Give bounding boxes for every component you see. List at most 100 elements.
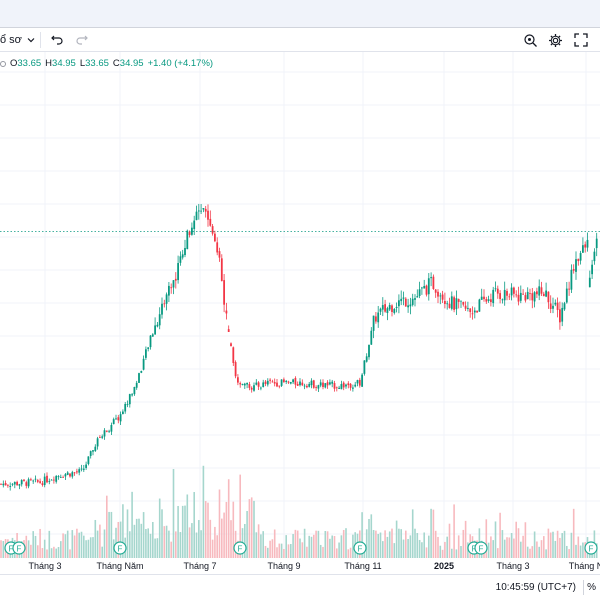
candle-body <box>239 383 242 385</box>
settings-button[interactable] <box>548 31 563 49</box>
candle-body <box>503 289 506 301</box>
volume-bar <box>204 501 207 558</box>
candle-body <box>317 385 320 389</box>
volume-bar <box>497 548 499 558</box>
volume-bar <box>27 540 30 558</box>
volume-bar <box>568 549 570 558</box>
volume-bar <box>287 544 290 558</box>
candle-body <box>250 387 253 390</box>
volume-bar <box>370 514 373 558</box>
candle-body <box>165 294 168 304</box>
volume-bar <box>313 534 315 558</box>
volume-bar <box>428 535 430 558</box>
candle-body <box>549 303 552 309</box>
event-marker-circle <box>353 541 367 555</box>
volume-bar <box>211 539 214 558</box>
candle-body <box>427 278 430 295</box>
candle-body <box>372 315 375 331</box>
candle-body <box>9 485 12 487</box>
candle-body <box>191 227 193 235</box>
percent-toggle[interactable]: % <box>587 582 596 593</box>
volume-bar <box>191 523 193 558</box>
event-marker-icon[interactable]: F <box>12 541 26 555</box>
volume-bar <box>552 531 554 558</box>
candle-body <box>214 233 216 242</box>
volume-bar <box>570 532 573 558</box>
volume-bar <box>273 529 276 558</box>
event-marker-label: F <box>9 545 14 554</box>
quick-search-button[interactable] <box>523 31 538 49</box>
volume-bar <box>152 522 154 558</box>
candle-body <box>292 379 294 383</box>
volume-bar <box>149 533 152 558</box>
volume-bar <box>198 520 200 558</box>
undo-button[interactable] <box>50 31 64 49</box>
volume-bar <box>453 504 455 558</box>
fullscreen-icon <box>574 33 588 47</box>
volume-bar <box>227 479 230 558</box>
candle-body <box>342 382 345 388</box>
clock-timezone[interactable]: 10:45:59 (UTC+7) <box>495 582 576 593</box>
volume-bar <box>122 504 124 558</box>
volume-bar <box>340 535 343 558</box>
candle-body <box>59 476 62 478</box>
volume-bar <box>255 532 258 558</box>
low-value: 33.65 <box>85 58 109 69</box>
candle-body <box>299 381 301 386</box>
candle-body <box>490 299 492 303</box>
candle-body <box>269 379 271 381</box>
fullscreen-button[interactable] <box>574 31 588 49</box>
toolbar-divider <box>40 32 41 48</box>
divider <box>583 580 584 595</box>
volume-bar <box>409 535 412 558</box>
time-axis[interactable]: Tháng 3 Tháng Năm Tháng 7 Tháng 9 Tháng … <box>0 558 600 574</box>
candle-body <box>197 210 200 212</box>
volume-bar <box>379 532 382 558</box>
volume-bar <box>315 530 317 558</box>
candle-body <box>46 475 48 483</box>
candle-body <box>338 387 340 389</box>
volume-bar <box>299 538 301 558</box>
undo-icon <box>51 35 63 45</box>
candle-body <box>480 296 483 300</box>
candle-body <box>400 298 403 302</box>
candle-body <box>335 387 338 389</box>
candle-body <box>542 293 545 297</box>
volume-bar <box>485 519 488 558</box>
volume-bar <box>421 542 423 558</box>
volume-bar <box>271 539 274 558</box>
volume-bar <box>448 523 451 558</box>
candle-body <box>50 479 53 481</box>
candle-body <box>179 256 182 263</box>
volume-bar <box>165 525 168 558</box>
volume-bar <box>494 521 497 558</box>
candle-body <box>448 303 451 308</box>
volume-bar <box>85 540 87 558</box>
volume-bar <box>135 518 138 558</box>
candle-body <box>568 288 570 290</box>
event-marker-icon[interactable]: F <box>113 541 127 555</box>
candle-body <box>386 308 389 314</box>
candle-body <box>423 285 426 289</box>
volume-bar <box>0 540 2 558</box>
legend-toggle-icon[interactable] <box>0 61 6 67</box>
layout-menu[interactable]: ổ sơ <box>0 31 36 49</box>
volume-bar <box>264 545 267 558</box>
volume-bar <box>402 539 405 558</box>
event-marker-icon[interactable]: F <box>353 541 367 555</box>
volume-bar <box>462 529 465 558</box>
event-marker-icon[interactable]: F <box>584 541 598 555</box>
volume-bar <box>572 508 575 558</box>
volume-bar <box>131 491 133 558</box>
candle-body <box>241 384 244 385</box>
volume-bar <box>533 531 536 558</box>
candle-body <box>519 292 522 301</box>
candle-body <box>522 293 524 295</box>
candle-body <box>370 330 373 345</box>
volume-bar <box>246 511 248 558</box>
candle-body <box>425 285 428 295</box>
redo-button[interactable] <box>75 31 89 49</box>
event-marker-icon[interactable]: F <box>233 541 247 555</box>
event-marker-icon[interactable]: F <box>474 541 488 555</box>
